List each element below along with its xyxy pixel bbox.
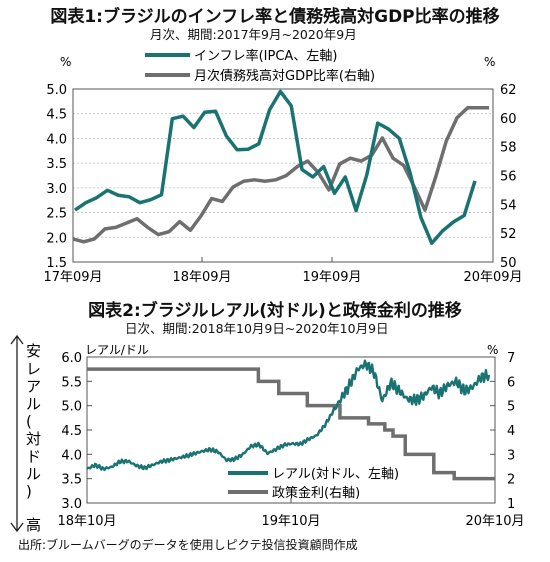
chart1-ytick-right: 62 <box>500 83 517 98</box>
chart1-ytick-left: 4.0 <box>46 132 67 147</box>
chart1-title: 図表1:ブラジルのインフレ率と債務残高対GDP比率の推移 <box>50 7 500 27</box>
chart2-ylabel: レアル(対ドル) <box>26 360 41 501</box>
chart2-ytick-right: 7 <box>507 351 515 366</box>
chart1-ytick-left: 4.5 <box>46 108 67 123</box>
chart2-ytick-right: 4 <box>507 424 515 439</box>
chart1-plot: % % 5.0 4.5 4.0 3.5 3.0 2.5 2.0 1.5 62 60 58 56 54 52… <box>43 48 522 285</box>
legend-label-debt: 月次債務残高対GDP比率(右軸) <box>194 68 375 84</box>
chart2-left-unit: レアル/ドル <box>85 343 149 357</box>
chart1-right-unit: % <box>484 55 495 69</box>
chart1-ytick-right: 54 <box>500 198 517 213</box>
chart2-xtick-label: 20年10月 <box>465 514 524 529</box>
chart2-ytick-right: 2 <box>507 473 515 488</box>
chart1-xtick-label: 19年09月 <box>302 270 361 285</box>
chart1-series-debt-line <box>72 105 489 244</box>
chart1-ytick-right: 52 <box>500 227 517 242</box>
label-strong: 高 <box>26 516 41 534</box>
chart1-xtick-label: 17年09月 <box>43 270 102 285</box>
chart2-series-policy-rate-line <box>87 367 495 481</box>
legend-label-brl: レアル(対ドル、左軸) <box>272 467 399 482</box>
chart1-left-unit: % <box>60 55 71 69</box>
source-note: 出所:ブルームバーグのデータを使用しピクテ投信投資顧問作成 <box>18 538 358 552</box>
chart1-frame <box>72 88 494 263</box>
legend-label-policy-rate: 政策金利(右軸) <box>272 485 360 501</box>
chart1-ytick-right: 50 <box>500 256 517 271</box>
label-weak: 安 <box>26 342 41 360</box>
chart1-xtick-label: 20年09月 <box>463 270 522 285</box>
chart1-subtitle: 月次、期間:2017年9月~2020年9月 <box>150 27 357 42</box>
arrow-up-head <box>10 334 24 345</box>
chart2-ytick-right: 3 <box>507 448 515 463</box>
chart2-ytick-left: 5.0 <box>61 400 82 415</box>
chart1-series-inflation-line <box>74 89 477 245</box>
chart1-xtick-label: 18年09月 <box>172 270 231 285</box>
chart2-ytick-left: 6.0 <box>61 351 82 366</box>
chart2-ytick-right: 5 <box>507 400 515 415</box>
chart2-xtick-label: 19年10月 <box>261 514 320 529</box>
chart1-ytick-left: 2.0 <box>46 231 67 246</box>
chart2-ytick-left: 4.5 <box>61 424 82 439</box>
chart1-ytick-left: 3.5 <box>46 157 67 172</box>
chart1-ytick-left: 2.5 <box>46 207 67 222</box>
chart2-series-brl-line <box>86 359 491 472</box>
chart2-right-unit: % <box>487 343 498 357</box>
chart1-ytick-right: 60 <box>500 112 517 127</box>
chart1-ytick-left: 5.0 <box>46 83 67 98</box>
chart2-ytick-right: 1 <box>507 497 515 512</box>
chart2-ytick-right: 6 <box>507 375 515 390</box>
legend-label-inflation: インフレ率(IPCA、左軸) <box>194 48 337 64</box>
chart1-ytick-left: 1.5 <box>46 256 67 271</box>
chart2-xtick-label: 18年10月 <box>57 514 116 529</box>
chart1-ytick-right: 58 <box>500 141 517 156</box>
chart2-ytick-left: 3.5 <box>61 473 82 488</box>
chart1-ytick-right: 56 <box>500 170 517 185</box>
arrow-down-head <box>10 522 24 533</box>
chart2-title: 図表2:ブラジルレアル(対ドル)と政策金利の推移 <box>88 301 462 321</box>
chart2-ytick-left: 3.0 <box>61 497 82 512</box>
chart1-ytick-left: 3.0 <box>46 182 67 197</box>
chart2-ytick-left: 5.5 <box>61 375 82 390</box>
chart2-ytick-left: 4.0 <box>61 448 82 463</box>
chart2-subtitle: 日次、期間:2018年10月9日~2020年10月9日 <box>125 321 389 336</box>
